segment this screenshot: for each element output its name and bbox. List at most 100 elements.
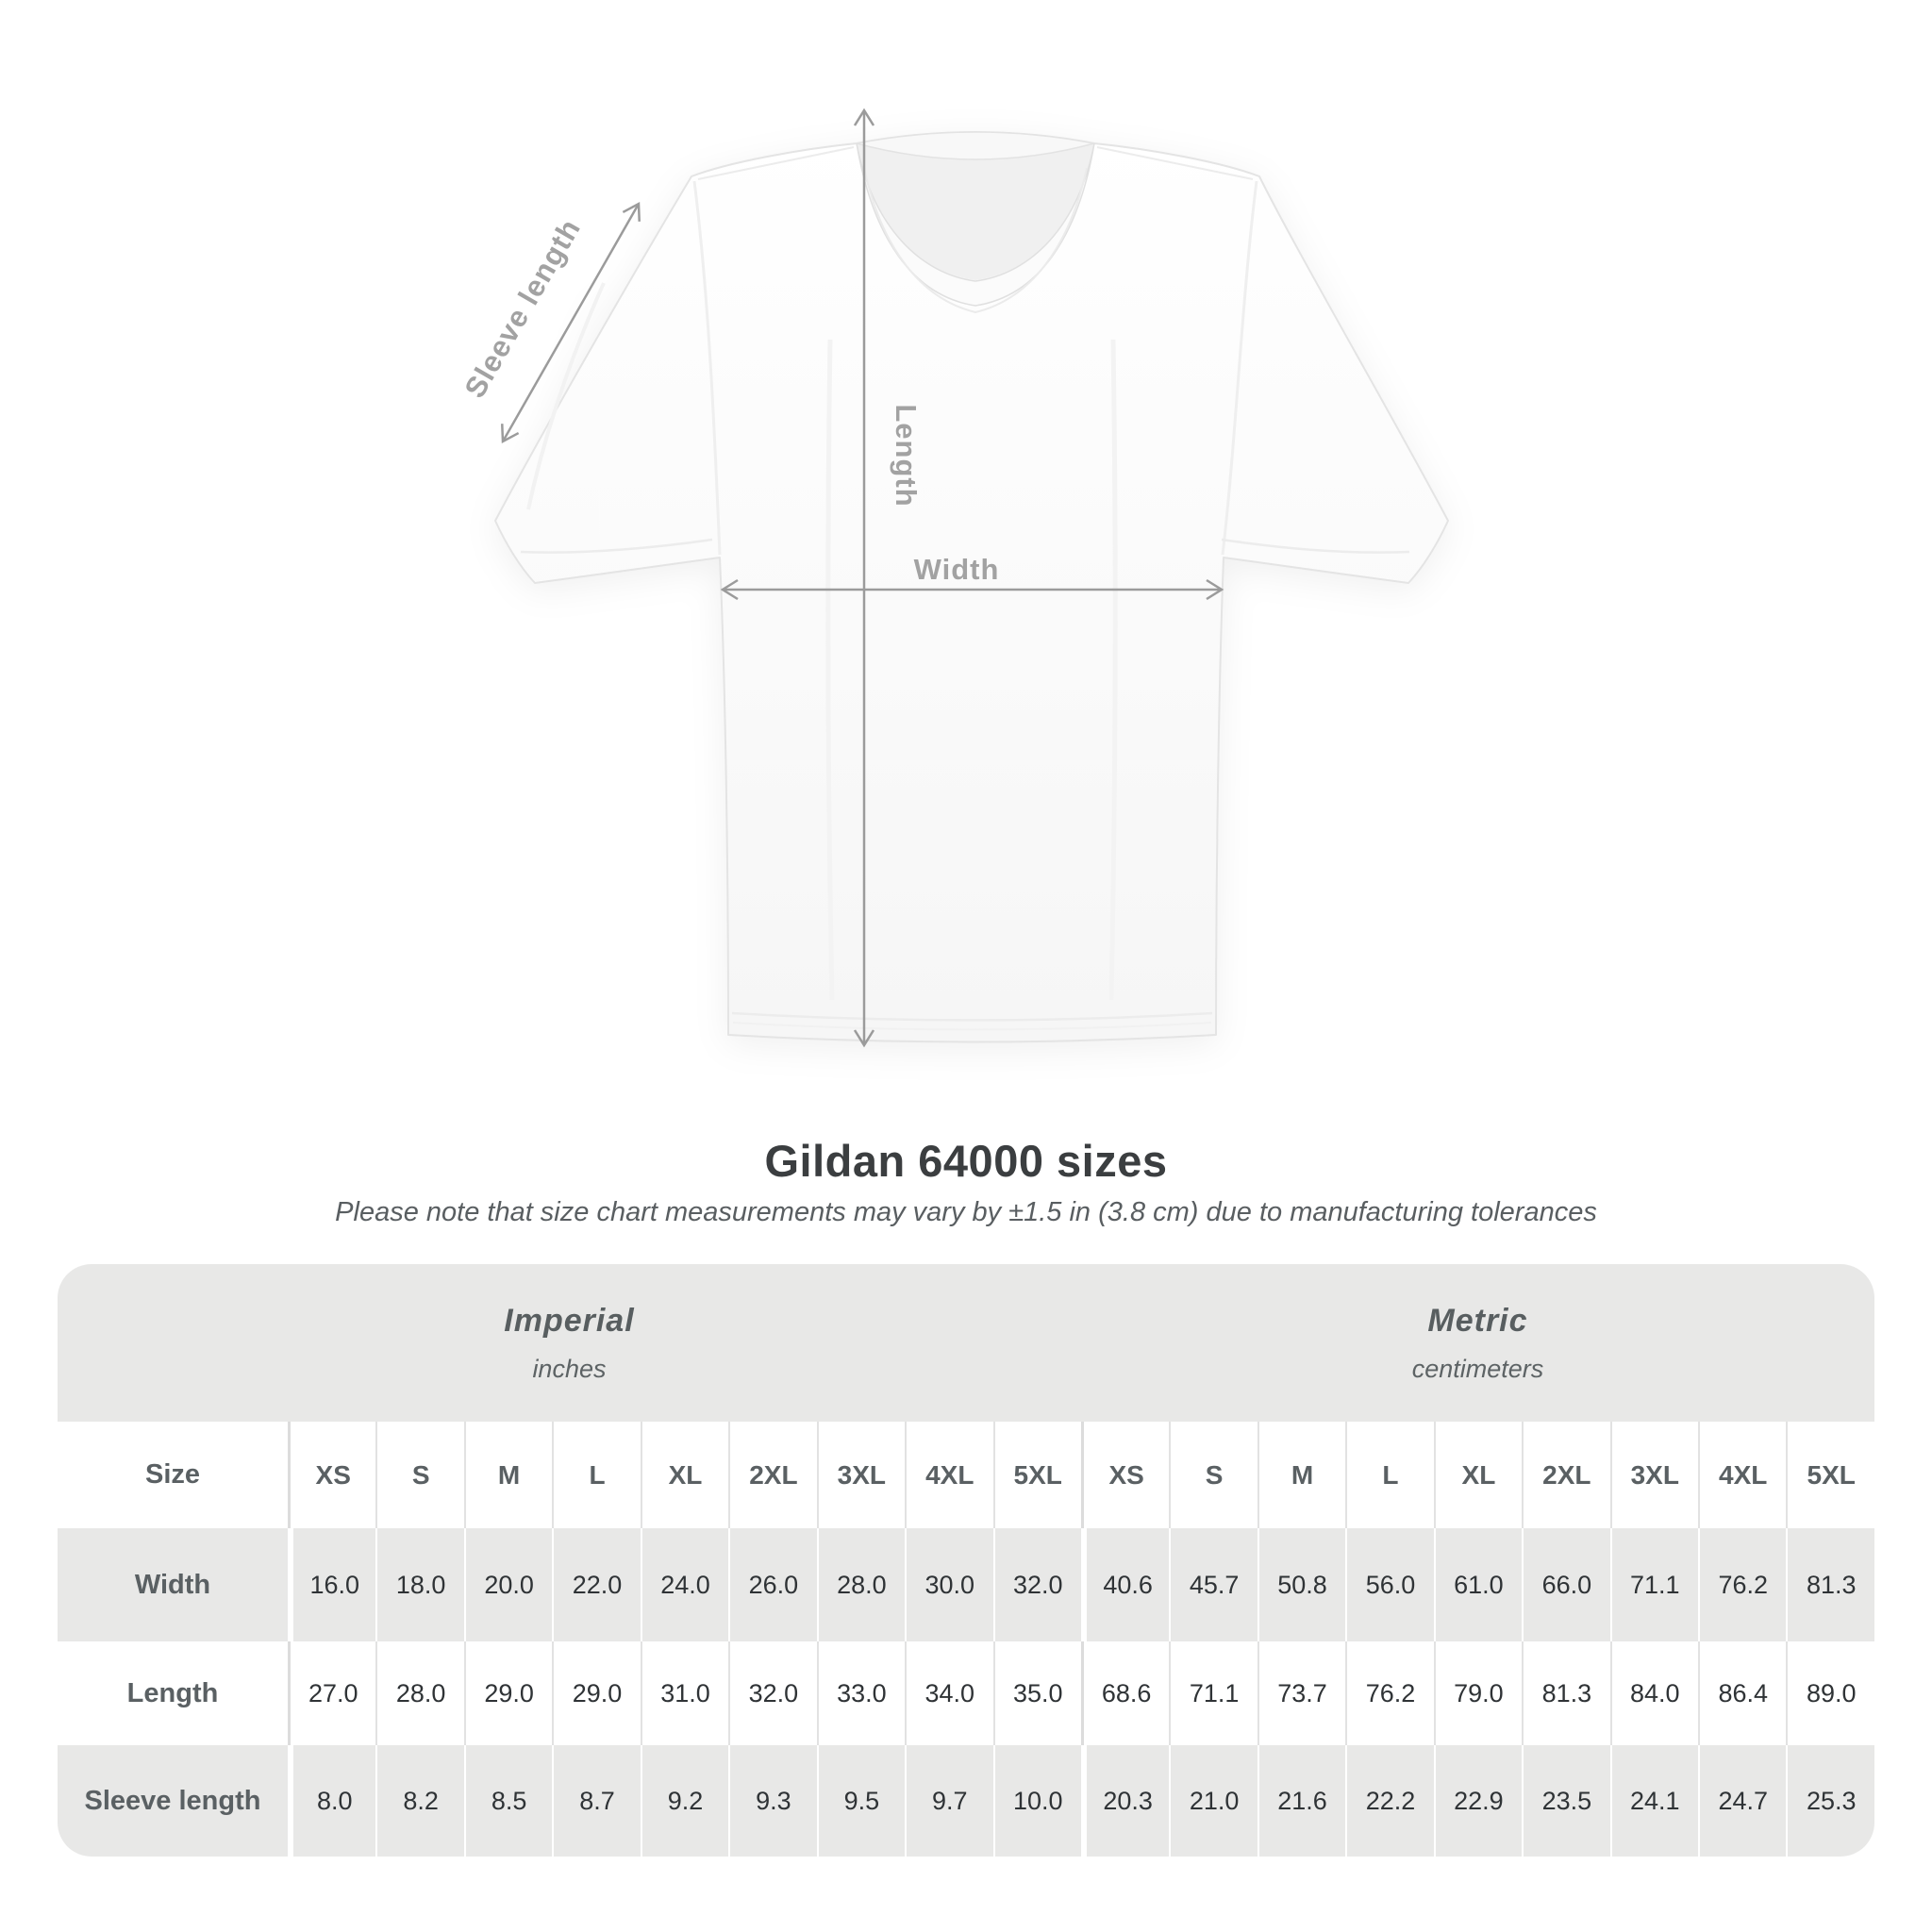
value-cell: 86.4	[1698, 1641, 1787, 1745]
page-title: Gildan 64000 sizes	[764, 1136, 1168, 1186]
value-cell: 81.3	[1522, 1641, 1610, 1745]
value-cell: 22.9	[1433, 1745, 1523, 1857]
value-cell: 76.2	[1698, 1528, 1787, 1641]
table-row: Sleeve length 8.0 8.2 8.5 8.7 9.2 9.3 9.5 9.7 10.…	[58, 1745, 1874, 1857]
unit-group-header: Metric centimeters	[1080, 1264, 1874, 1422]
row-label: Width	[58, 1528, 288, 1641]
value-cell: 16.0	[288, 1528, 376, 1641]
size-header-cell: M	[463, 1422, 553, 1528]
shoulder-seam-left	[697, 146, 855, 180]
unit-band-row: Imperial inches Metric centimeters	[58, 1264, 1874, 1422]
value-cell: 10.0	[992, 1745, 1081, 1857]
value-cell: 21.6	[1257, 1745, 1346, 1857]
unit-group-header: Imperial inches	[58, 1264, 1081, 1422]
unit-group-name: Metric	[1427, 1302, 1528, 1339]
size-header-cell: L	[1345, 1422, 1434, 1528]
value-cell: 40.6	[1080, 1528, 1170, 1641]
tshirt-illustration	[494, 131, 1449, 1043]
value-cell: 89.0	[1786, 1641, 1874, 1745]
value-cell: 66.0	[1522, 1528, 1610, 1641]
value-cell: 20.0	[463, 1528, 553, 1641]
value-cell: 28.0	[375, 1641, 464, 1745]
value-cell: 79.0	[1433, 1641, 1523, 1745]
size-header-cell: 3XL	[816, 1422, 906, 1528]
value-cell: 28.0	[816, 1528, 906, 1641]
unit-group-unit: centimeters	[1411, 1354, 1544, 1383]
value-cell: 50.8	[1257, 1528, 1346, 1641]
size-header-row: Size XS S M L XL 2XL 3XL 4XL 5XL XS S M L XL 2XL 3XL 4XL 5…	[58, 1422, 1874, 1528]
width-label: Width	[914, 553, 1000, 586]
value-cell: 32.0	[728, 1641, 817, 1745]
size-header-cell: XS	[288, 1422, 376, 1528]
size-table: Imperial inches Metric centimeters Size XS S M L…	[58, 1264, 1874, 1857]
value-cell: 25.3	[1786, 1745, 1874, 1857]
size-header-cell: S	[1169, 1422, 1257, 1528]
sleeve-length-arrow	[501, 201, 641, 444]
bottom-hem-stitch-2	[732, 1022, 1212, 1031]
armhole-seam-left	[692, 180, 722, 556]
value-cell: 30.0	[905, 1528, 993, 1641]
page-subtitle: Please note that size chart measurements…	[335, 1197, 1597, 1227]
neck-opening	[857, 143, 1094, 280]
length-label: Length	[890, 404, 923, 507]
crease-right	[1108, 339, 1118, 1001]
size-header-cell: S	[375, 1422, 464, 1528]
bottom-hem-stitch	[731, 1011, 1213, 1022]
tshirt-diagram: Sleeve length Length Width	[458, 108, 1449, 1048]
size-header-cell: 4XL	[905, 1422, 993, 1528]
size-header-cell: 3XL	[1609, 1422, 1698, 1528]
value-cell: 26.0	[728, 1528, 817, 1641]
value-cell: 9.5	[816, 1745, 906, 1857]
value-cell: 71.1	[1609, 1528, 1698, 1641]
value-cell: 34.0	[905, 1641, 993, 1745]
value-cell: 61.0	[1433, 1528, 1523, 1641]
value-cell: 9.3	[728, 1745, 817, 1857]
size-header-cell: 2XL	[728, 1422, 817, 1528]
value-cell: 24.0	[640, 1528, 729, 1641]
value-cell: 27.0	[288, 1641, 376, 1745]
value-cell: 9.2	[640, 1745, 729, 1857]
value-cell: 8.2	[375, 1745, 464, 1857]
size-header-cell: XL	[640, 1422, 729, 1528]
value-cell: 9.7	[905, 1745, 993, 1857]
value-cell: 71.1	[1169, 1641, 1257, 1745]
row-label: Length	[58, 1641, 288, 1745]
collar-stitch	[863, 167, 1088, 314]
armhole-seam-right	[1221, 180, 1258, 556]
value-cell: 35.0	[992, 1641, 1081, 1745]
size-header-cell: M	[1257, 1422, 1346, 1528]
shoulder-seam-right	[1096, 146, 1254, 180]
value-cell: 22.0	[552, 1528, 641, 1641]
value-cell: 56.0	[1345, 1528, 1434, 1641]
size-header-cell: XL	[1433, 1422, 1523, 1528]
value-cell: 32.0	[992, 1528, 1081, 1641]
value-cell: 8.7	[552, 1745, 641, 1857]
value-cell: 76.2	[1345, 1641, 1434, 1745]
value-cell: 73.7	[1257, 1641, 1346, 1745]
value-cell: 45.7	[1169, 1528, 1257, 1641]
size-column-label: Size	[58, 1422, 288, 1528]
value-cell: 68.6	[1080, 1641, 1170, 1745]
value-cell: 8.5	[463, 1745, 553, 1857]
value-cell: 24.1	[1609, 1745, 1698, 1857]
unit-group-name: Imperial	[504, 1302, 635, 1339]
size-header-cell: L	[552, 1422, 641, 1528]
sleeve-hem-right	[1221, 538, 1410, 554]
row-label: Sleeve length	[58, 1745, 288, 1857]
size-table-wrap: Imperial inches Metric centimeters Size XS S M L…	[58, 1264, 1874, 1857]
size-header-cell: XS	[1080, 1422, 1170, 1528]
value-cell: 31.0	[640, 1641, 729, 1745]
unit-group-unit: inches	[532, 1354, 607, 1383]
value-cell: 22.2	[1345, 1745, 1434, 1857]
value-cell: 8.0	[288, 1745, 376, 1857]
size-header-cell: 2XL	[1522, 1422, 1610, 1528]
crease-left	[825, 339, 835, 1001]
size-header-cell: 5XL	[1786, 1422, 1874, 1528]
size-header-cell: 5XL	[992, 1422, 1081, 1528]
value-cell: 29.0	[463, 1641, 553, 1745]
size-header-cell: 4XL	[1698, 1422, 1787, 1528]
value-cell: 23.5	[1522, 1745, 1610, 1857]
value-cell: 81.3	[1786, 1528, 1874, 1641]
value-cell: 20.3	[1080, 1745, 1170, 1857]
